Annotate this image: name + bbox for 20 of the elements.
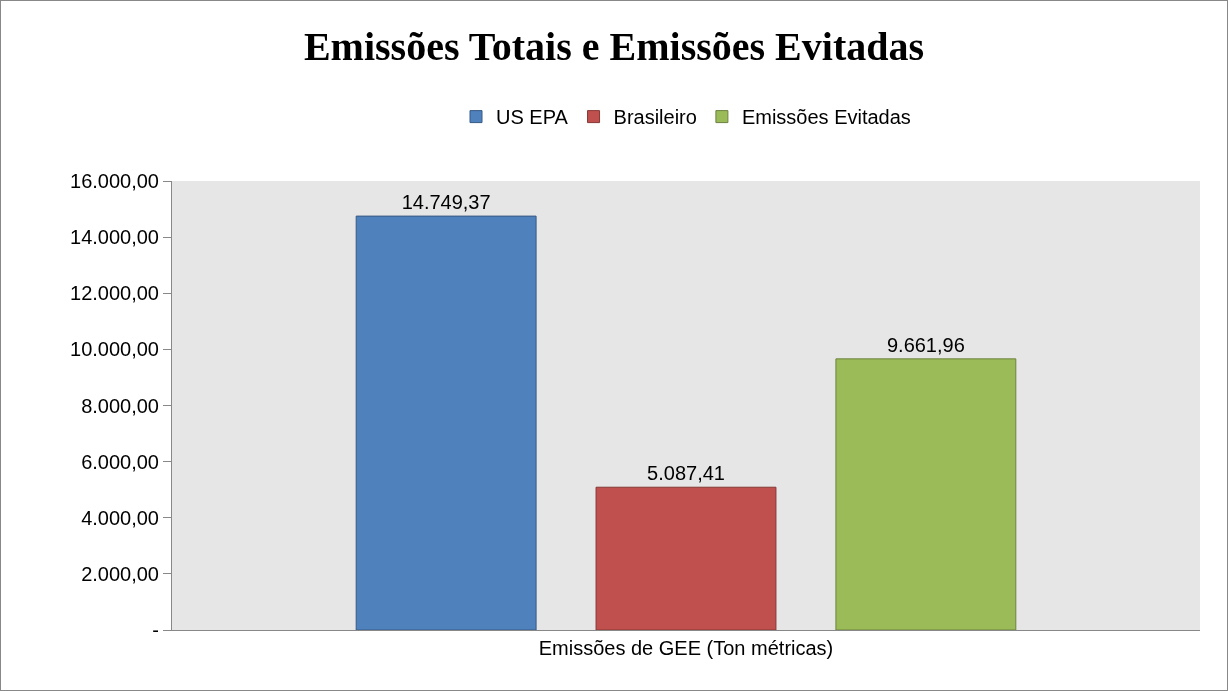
- y-tick-label: 6.000,00: [81, 450, 159, 473]
- data-label: 5.087,41: [647, 462, 725, 485]
- y-tick-label: 4.000,00: [81, 506, 159, 529]
- y-tick-label: 12.000,00: [70, 282, 159, 305]
- bar: [835, 358, 1017, 630]
- y-tick-label: 14.000,00: [70, 226, 159, 249]
- y-tick-label: 10.000,00: [70, 338, 159, 361]
- chart-title: Emissões Totais e Emissões Evitadas: [303, 24, 925, 69]
- data-label: 14.749,37: [401, 191, 491, 214]
- bar: [355, 215, 537, 630]
- bar: [595, 486, 777, 630]
- y-tick-label: 2.000,00: [81, 562, 159, 585]
- data-label: 9.661,96: [886, 333, 965, 356]
- x-tick-label: Emissões de GEE (Ton métricas): [538, 637, 834, 659]
- y-tick-label: 8.000,00: [81, 394, 159, 417]
- legend-label: US EPA: [496, 106, 569, 129]
- legend-label: Brasileiro: [613, 106, 697, 129]
- y-tick-label: 16.000,00: [70, 170, 159, 192]
- y-tick-label: -: [152, 619, 159, 641]
- legend-label: Emissões Evitadas: [741, 106, 911, 129]
